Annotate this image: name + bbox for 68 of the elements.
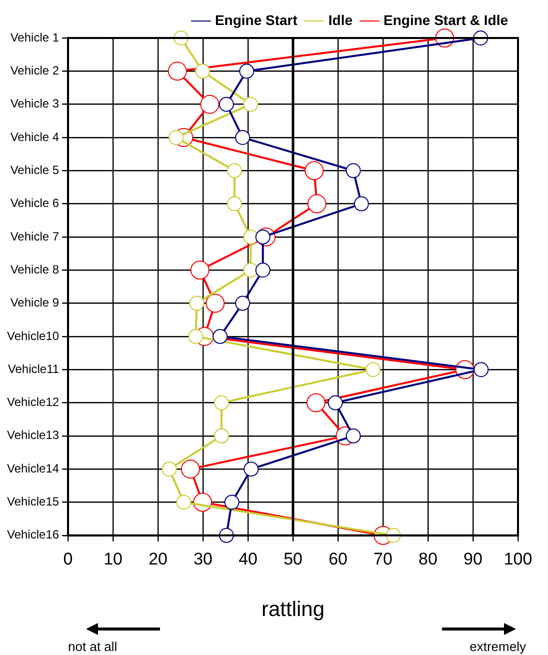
y-tick-label: Vehicle12: [6, 395, 60, 410]
point: [218, 96, 234, 112]
x-tick-label: 20: [148, 549, 168, 568]
x-tick-label: 100: [504, 549, 532, 568]
x-tick-label: 80: [418, 549, 438, 568]
point: [162, 462, 177, 477]
point: [200, 94, 220, 114]
x-tick-label: 0: [63, 549, 73, 568]
x-tick-label: 70: [374, 549, 392, 568]
point: [190, 260, 210, 280]
point: [243, 96, 258, 112]
point: [328, 395, 343, 410]
point: [168, 62, 187, 81]
point: [239, 64, 254, 79]
y-tick-label: Vehicle 3: [10, 96, 60, 111]
y-tick-label: Vehicle 6: [10, 196, 60, 210]
point: [366, 362, 381, 378]
y-tick-label: Vehicle 1: [10, 30, 60, 44]
y-tick-label: Vehicle 5: [10, 162, 60, 177]
y-tick-label: Vehicle14: [6, 461, 60, 476]
y-tick-label: Vehicle11: [8, 362, 60, 376]
point: [212, 328, 228, 344]
y-tick-label: Vehicle10: [6, 328, 60, 343]
point: [243, 262, 258, 278]
point: [304, 161, 324, 180]
point: [235, 296, 250, 311]
y-tick-label: Vehicle13: [6, 428, 60, 442]
legend-label: Idle: [328, 12, 353, 28]
y-tick-label: Vehicle 9: [10, 296, 60, 310]
point: [168, 130, 184, 145]
point: [224, 494, 240, 510]
point: [474, 362, 489, 378]
point: [346, 163, 361, 178]
point: [214, 395, 229, 410]
x-tick-label: 50: [284, 549, 302, 568]
x-tick-label: 40: [238, 549, 258, 568]
point: [354, 196, 369, 212]
legend-label: Engine Start & Idle: [384, 12, 508, 28]
point: [188, 328, 204, 344]
point: [227, 196, 242, 212]
point: [243, 229, 258, 244]
point: [206, 294, 225, 313]
point: [235, 130, 250, 145]
x-tick-label: 90: [464, 549, 482, 568]
text: not at all: [68, 639, 118, 654]
legend-label: Engine Start: [214, 12, 298, 28]
x-tick-label: 30: [194, 549, 212, 568]
point: [227, 163, 242, 178]
point: [244, 462, 259, 477]
y-tick-label: Vehicle 8: [10, 262, 60, 276]
y-tick-label: Vehicle15: [6, 494, 60, 509]
y-tick-label: Vehicle16: [6, 528, 60, 542]
x-tick-label: 10: [104, 549, 122, 568]
y-tick-label: Vehicle 2: [10, 63, 60, 78]
point: [189, 296, 204, 311]
point: [180, 460, 200, 479]
x-axis-title: rattling: [262, 598, 325, 622]
point: [176, 494, 192, 510]
point: [306, 393, 326, 412]
y-tick-label: Vehicle 7: [10, 229, 60, 244]
x-tick-label: 60: [328, 549, 348, 568]
text: extremely: [470, 639, 526, 654]
point: [195, 64, 210, 79]
y-tick-label: Vehicle 4: [10, 130, 60, 144]
point: [214, 428, 229, 444]
point: [255, 262, 270, 278]
point: [346, 428, 361, 444]
point: [307, 194, 326, 214]
